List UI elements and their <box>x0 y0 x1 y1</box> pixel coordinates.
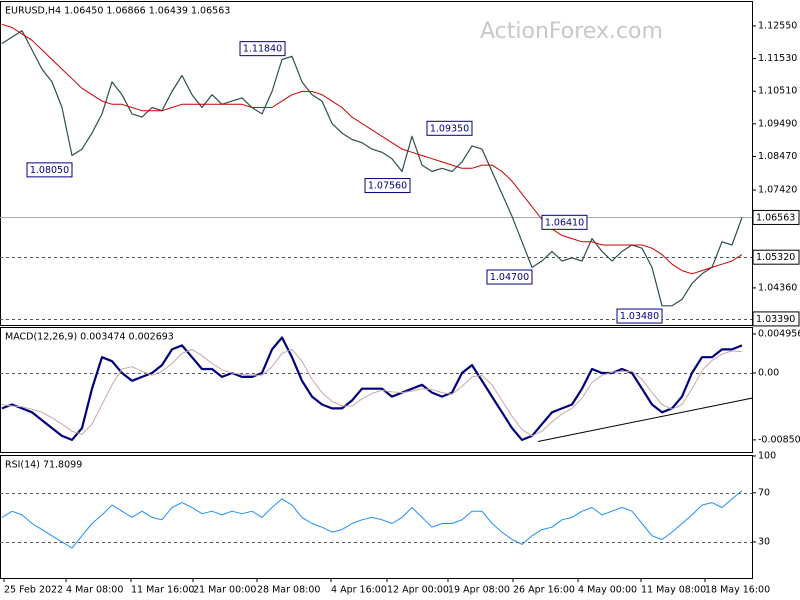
price-label: 1.11840 <box>243 44 282 55</box>
panel <box>0 455 753 579</box>
y-tick-label: 100 <box>758 450 776 461</box>
watermark: ActionForex.com <box>480 19 663 44</box>
x-tick-label: 19 Apr 08:00 <box>448 585 510 596</box>
level-label-box <box>752 249 800 265</box>
level-label: 1.05320 <box>756 252 795 263</box>
y-tick-label: 0.004956 <box>758 328 800 339</box>
price-label: 1.04700 <box>490 272 529 283</box>
series-line <box>1 336 743 441</box>
price-label-box <box>426 120 473 136</box>
series-line <box>1 23 743 275</box>
panel <box>0 327 753 453</box>
y-tick-label: -0.008501 <box>758 434 800 445</box>
series-line <box>1 30 743 307</box>
level-label: 1.03390 <box>756 314 795 325</box>
price-label-box <box>486 269 533 285</box>
y-tick-label: 1.11530 <box>758 53 797 64</box>
price-label-box <box>239 41 286 57</box>
price-label-box <box>541 214 588 230</box>
y-tick-label: 1.07420 <box>758 185 797 196</box>
price-label-box <box>364 178 411 194</box>
y-tick-label: 1.08470 <box>758 151 797 162</box>
x-tick-label: 4 Apr 16:00 <box>331 585 387 596</box>
level-label: 1.06563 <box>756 212 795 223</box>
price-label: 1.03480 <box>620 311 659 322</box>
x-tick-label: 4 May 00:00 <box>578 585 637 596</box>
x-tick-label: 26 Apr 16:00 <box>513 585 575 596</box>
panel-title: MACD(12,26,9) 0.003474 0.002693 <box>5 332 174 343</box>
x-tick-label: 25 Feb 2022 <box>4 585 63 596</box>
x-tick-label: 28 Mar 08:00 <box>257 585 320 596</box>
x-tick-label: 11 Mar 16:00 <box>131 585 194 596</box>
y-tick-label: 70 <box>758 487 770 498</box>
price-label-box <box>616 308 663 324</box>
panel <box>0 1 753 326</box>
price-label-box <box>26 162 73 178</box>
y-tick-label: 1.09490 <box>758 118 797 129</box>
series-line <box>1 348 743 437</box>
x-tick-label: 18 May 16:00 <box>705 585 770 596</box>
y-tick-label: 1.04360 <box>758 282 797 293</box>
trendline <box>537 397 753 442</box>
level-label-box <box>752 209 800 225</box>
price-label: 1.08050 <box>30 165 69 176</box>
y-tick-label: 0.00 <box>758 367 779 378</box>
y-tick-label: 1.10510 <box>758 86 797 97</box>
x-tick-label: 21 Mar 00:00 <box>193 585 256 596</box>
level-label-box <box>752 311 800 327</box>
x-tick-label: 11 May 08:00 <box>641 585 706 596</box>
x-tick-label: 12 Apr 00:00 <box>387 585 449 596</box>
panel-title: EURUSD,H4 1.06450 1.06866 1.06439 1.0656… <box>5 6 230 17</box>
y-tick-label: 1.12550 <box>758 20 797 31</box>
price-label: 1.07560 <box>368 181 407 192</box>
price-label: 1.06410 <box>545 217 584 228</box>
y-tick-label: 30 <box>758 536 770 547</box>
panel-title: RSI(14) 71.8099 <box>5 460 82 471</box>
series-line <box>1 490 743 549</box>
x-tick-label: 4 Mar 08:00 <box>66 585 123 596</box>
price-label: 1.09350 <box>430 123 469 134</box>
